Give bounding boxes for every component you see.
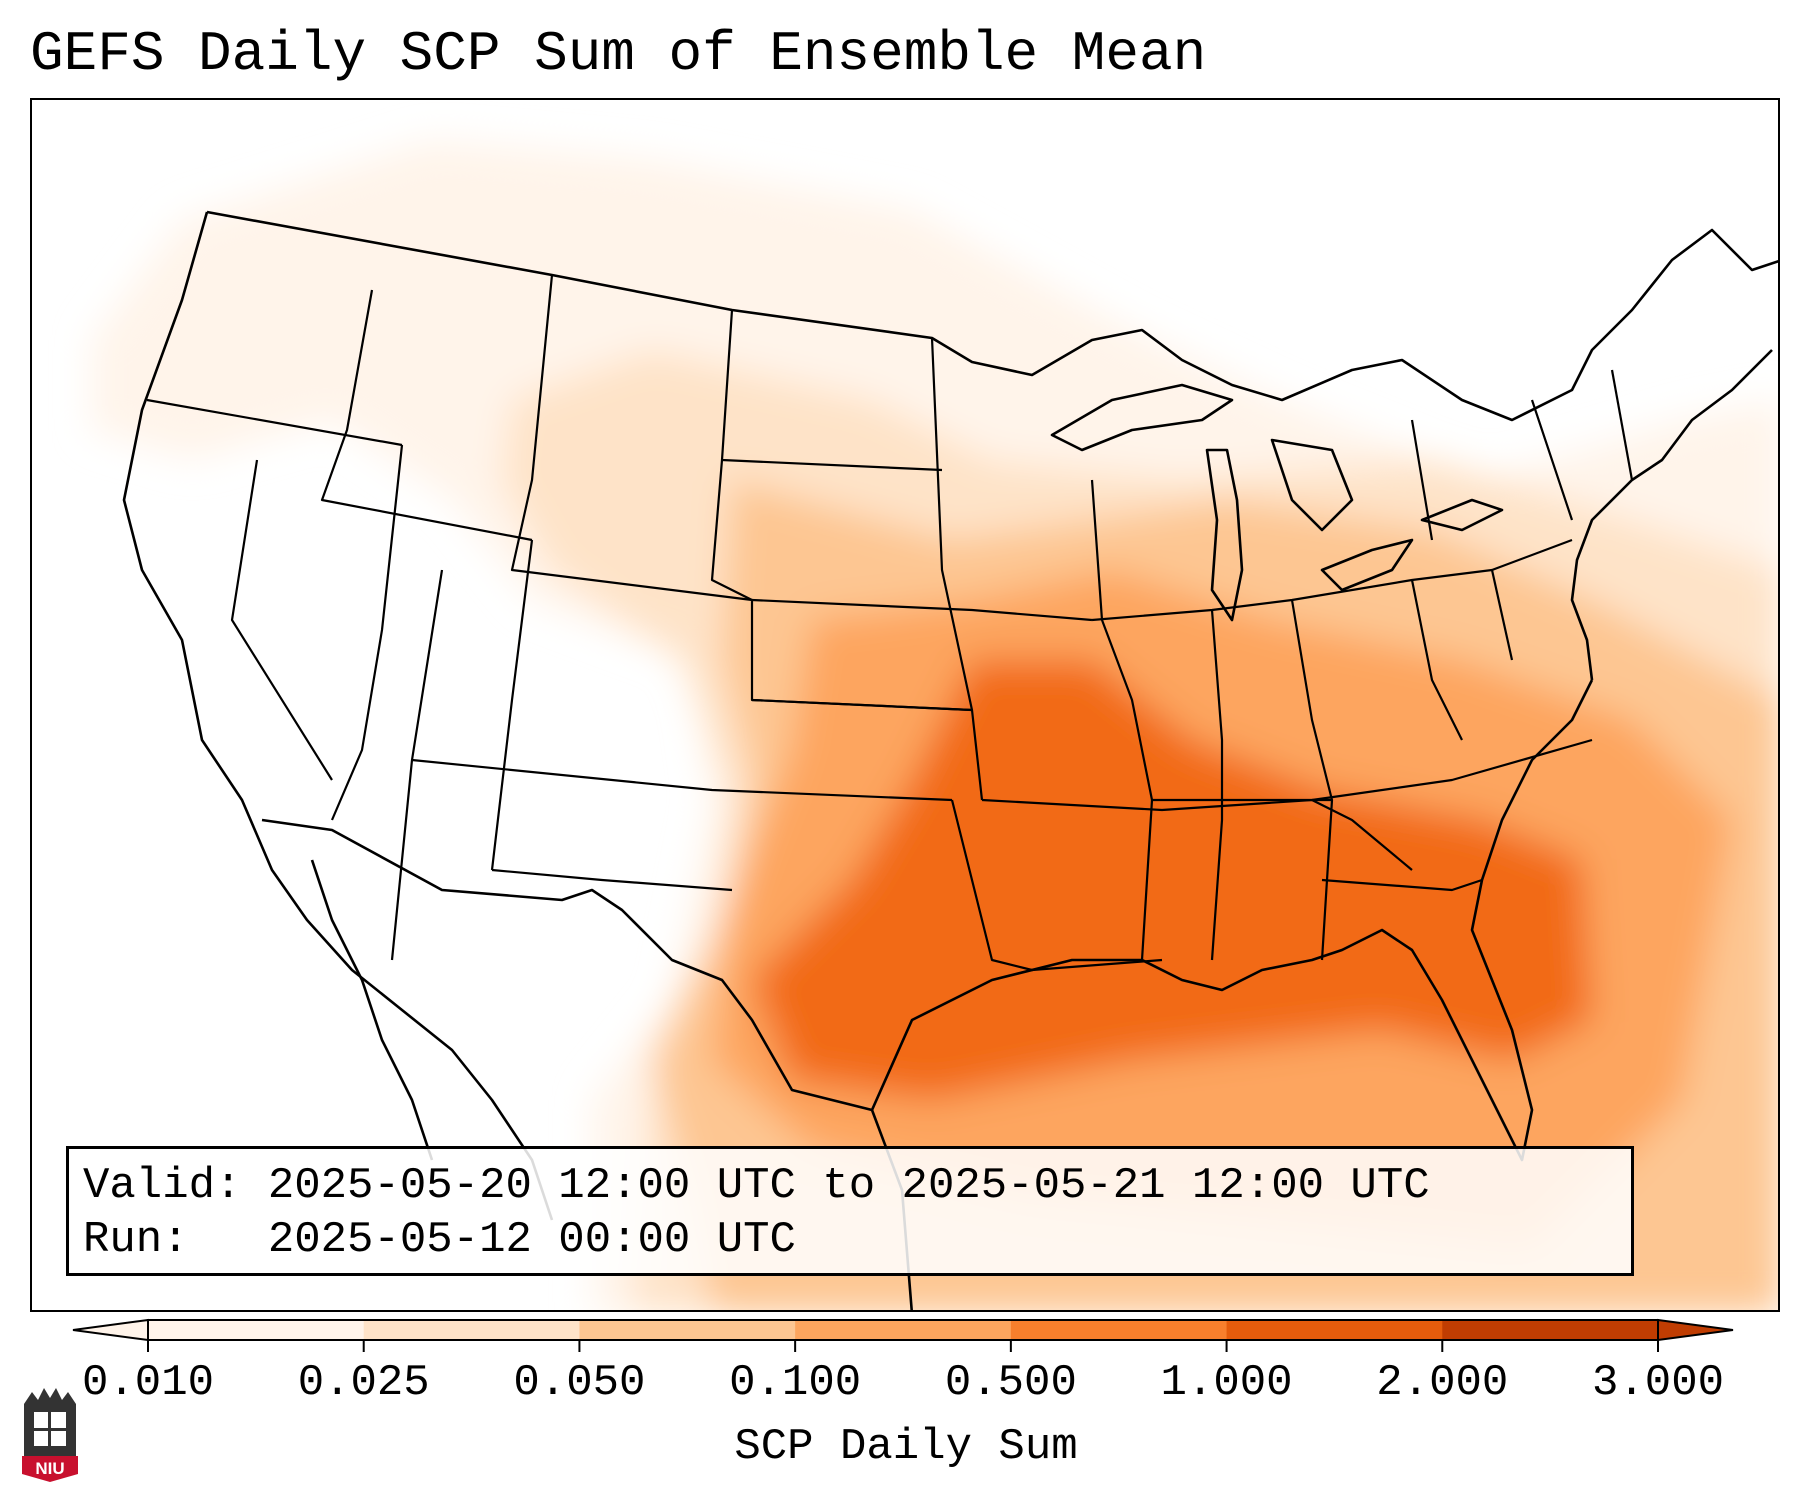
colorbar: [72, 1318, 1734, 1352]
colorbar-tick-label: 0.025: [297, 1358, 430, 1408]
lake-michigan: [1205, 448, 1244, 622]
colorbar-tick-label: 0.100: [729, 1358, 862, 1408]
state-line: [1610, 369, 1634, 481]
lake-huron: [1270, 438, 1354, 532]
state-line: [1410, 419, 1434, 541]
logo-band: [22, 1456, 78, 1482]
lake-erie: [1320, 538, 1414, 592]
state-line: [710, 459, 753, 601]
state-line: [1091, 538, 1573, 622]
run-row: Run: 2025-05-12 00:00 UTC: [83, 1213, 1617, 1267]
lake-superior: [1050, 383, 1234, 452]
state-line: [1311, 799, 1413, 871]
state-line: [490, 539, 534, 871]
colorbar-tick-label: 1.000: [1160, 1358, 1293, 1408]
colorbar-tick-label: 0.050: [513, 1358, 646, 1408]
state-line: [751, 698, 973, 712]
colorbar-segment: [1442, 1320, 1659, 1340]
state-line: [1410, 579, 1463, 741]
state-line: [230, 459, 333, 781]
valid-value: 2025-05-20 12:00 UTC to 2025-05-21 12:00…: [267, 1161, 1430, 1211]
state-line: [1321, 878, 1483, 892]
state-line: [491, 868, 733, 892]
state-line: [411, 758, 953, 802]
scp-shading: [92, 140, 1778, 1310]
colorbar-extend-min: [72, 1318, 149, 1342]
state-line: [320, 289, 533, 542]
info-box: Valid: 2025-05-20 12:00 UTC to 2025-05-2…: [66, 1146, 1634, 1276]
logo-window-bar: [48, 1412, 51, 1446]
colorbar-tick-label: 2.000: [1376, 1358, 1509, 1408]
state-line: [1530, 399, 1574, 521]
colorbar-segment: [1226, 1320, 1443, 1340]
state-line: [330, 444, 404, 821]
lake-ontario: [1420, 498, 1504, 532]
colorbar-segment: [795, 1320, 1012, 1340]
map-frame: [30, 98, 1780, 1312]
colorbar-tick-label: 0.500: [944, 1358, 1077, 1408]
state-borders: [146, 274, 1634, 972]
state-line: [1210, 609, 1224, 961]
colorbar-label: SCP Daily Sum: [734, 1422, 1078, 1472]
state-line: [390, 569, 444, 961]
colorbar-tick-label: 3.000: [1591, 1358, 1725, 1408]
shading-dark: [752, 660, 1592, 1100]
state-line: [950, 799, 1163, 972]
colorbar-extend-max: [1657, 1318, 1734, 1342]
colorbar-segment: [1010, 1320, 1228, 1340]
border-us-canada: [206, 210, 1778, 422]
coastline-west: [122, 211, 554, 1221]
state-line: [1090, 479, 1154, 961]
state-line: [146, 398, 403, 447]
colorbar-tick-label: 0.010: [81, 1358, 215, 1408]
scp-map: [92, 140, 1778, 1310]
valid-row: Valid: 2025-05-20 12:00 UTC to 2025-05-2…: [83, 1159, 1617, 1213]
colorbar-segment: [148, 1320, 365, 1340]
run-value: 2025-05-12 00:00 UTC: [267, 1215, 796, 1265]
coastline-baja: [310, 859, 434, 1161]
colorbar-segment: [363, 1320, 580, 1340]
coastline-east: [1570, 349, 1773, 681]
colorbar-outline: [147, 1319, 1659, 1341]
map-title: GEFS Daily SCP Sum of Ensemble Mean: [30, 22, 1207, 86]
state-line: [930, 337, 974, 711]
valid-label: Valid:: [83, 1161, 242, 1211]
colorbar-segment: [579, 1320, 796, 1340]
state-line: [751, 598, 1093, 622]
niu-logo: NIU: [22, 1388, 78, 1482]
logo-text: NIU: [35, 1459, 64, 1478]
run-label: Run:: [83, 1215, 189, 1265]
state-line: [1490, 569, 1514, 661]
